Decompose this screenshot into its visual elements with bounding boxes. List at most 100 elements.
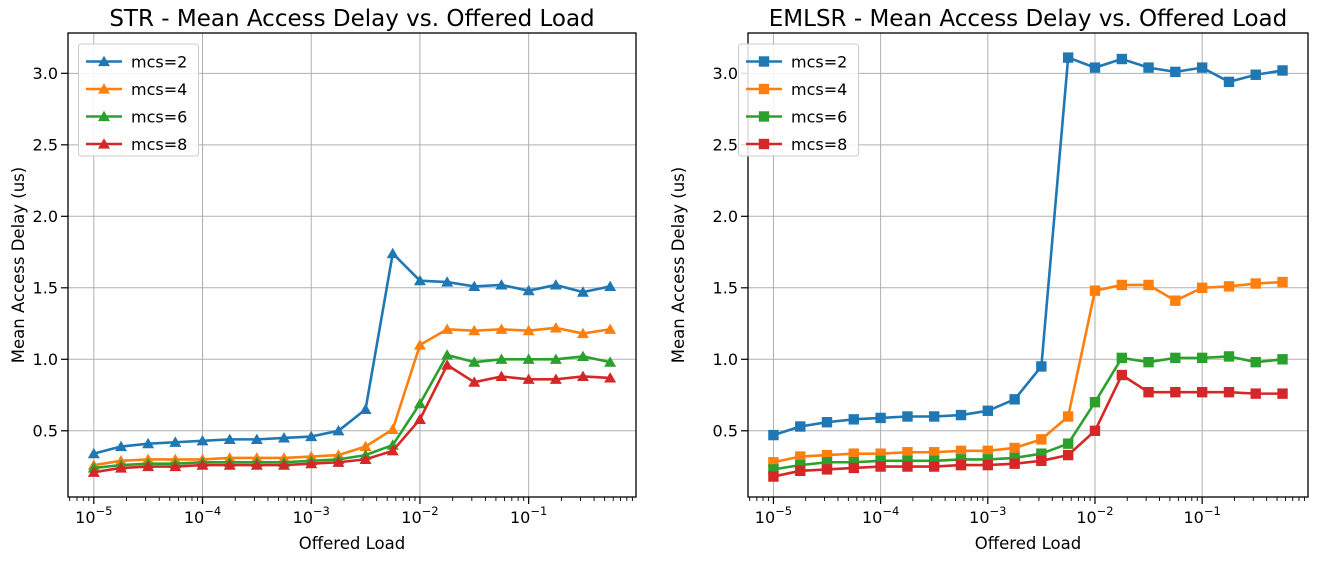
square-marker: [795, 451, 806, 462]
square-marker: [821, 457, 833, 468]
triangle-marker: [142, 437, 155, 449]
legend-item: mcs=2: [86, 53, 187, 72]
triangle-marker: [250, 459, 263, 470]
triangle-marker: [441, 349, 454, 360]
square-marker: [928, 455, 940, 467]
square-marker: [955, 445, 967, 457]
triangle-marker: [549, 279, 562, 290]
legend-label: mcs=4: [131, 80, 187, 99]
triangle-marker: [278, 432, 291, 443]
square-marker: [982, 445, 993, 457]
legend-label: mcs=8: [791, 135, 847, 154]
triangle-marker: [604, 372, 617, 383]
square-marker: [1250, 278, 1261, 289]
legend-item: mcs=4: [746, 80, 847, 99]
x-axis-label: Offered Load: [975, 534, 1081, 553]
series-mcs-6: [87, 349, 617, 473]
triangle-marker: [386, 445, 399, 456]
square-marker: [1277, 388, 1288, 399]
triangle-marker: [468, 324, 481, 336]
square-marker: [928, 411, 940, 422]
square-marker: [1036, 455, 1047, 467]
triangle-marker: [278, 459, 291, 470]
square-marker: [982, 454, 993, 465]
square-marker: [848, 448, 859, 459]
chart-panel-str: 10−5 10−4 10−3 10−2 10−1 0.5 1.0 1.5 2.0 2.5 3.0 ST…: [0, 0, 660, 562]
square-marker: [1170, 386, 1181, 398]
x-axis-label: Offered Load: [299, 534, 405, 553]
series-mcs-2: [87, 247, 617, 459]
square-marker: [821, 417, 833, 428]
triangle-marker: [115, 440, 128, 452]
square-marker: [768, 471, 779, 482]
square-marker: [1143, 62, 1154, 73]
triangle-marker: [413, 274, 426, 286]
legend-item: mcs=8: [86, 135, 187, 154]
square-marker: [1009, 458, 1020, 469]
triangle-marker: [495, 323, 508, 334]
square-marker: [1143, 279, 1154, 291]
triangle-marker: [359, 403, 372, 414]
legend: mcs=2 mcs=4 mcs=6 mcs=8: [738, 43, 859, 157]
series-mcs-6: [768, 351, 1288, 475]
square-marker: [795, 459, 806, 471]
legend-label: mcs=6: [131, 108, 187, 127]
chart-title: EMLSR - Mean Access Delay vs. Offered Lo…: [769, 6, 1288, 32]
square-marker: [955, 454, 967, 465]
square-marker: [1089, 425, 1101, 436]
square-marker: [768, 464, 779, 475]
triangle-marker: [169, 436, 182, 447]
square-marker: [758, 83, 770, 95]
square-marker: [1170, 295, 1181, 306]
square-marker: [1277, 276, 1288, 288]
triangle-marker: [468, 376, 481, 387]
square-marker: [875, 461, 886, 472]
triangle-marker: [522, 324, 535, 336]
x-tick-label: 10−4: [862, 504, 899, 527]
axis-ticks: [61, 72, 633, 504]
series-line-mcs-2: [92, 252, 612, 455]
square-marker: [1196, 352, 1208, 364]
square-marker: [1062, 52, 1074, 63]
series-line-mcs-8: [92, 363, 612, 474]
plot-border: [747, 32, 1309, 498]
triangle-marker: [495, 279, 508, 290]
series-line-mcs-6: [92, 353, 612, 470]
triangle-marker: [604, 280, 617, 291]
x-tick-label: 10−1: [1184, 504, 1221, 527]
y-axis-label: Mean Access Delay (us): [669, 167, 688, 363]
square-marker: [1196, 62, 1208, 73]
square-marker: [955, 409, 967, 421]
y-tick-label: 1.5: [33, 278, 58, 297]
triangle-marker: [441, 276, 454, 287]
triangle-marker: [359, 440, 372, 452]
triangle-marker: [98, 110, 110, 122]
triangle-marker: [359, 453, 372, 464]
square-marker: [768, 457, 779, 468]
chart-panel-emlsr: 10−5 10−4 10−3 10−2 10−1 0.5 1.0 1.5 2.0 2.5 3.0 EM…: [660, 0, 1320, 562]
y-tick-label: 2.5: [33, 135, 58, 154]
triangle-marker: [413, 339, 426, 350]
x-tick-label: 10−3: [969, 504, 1006, 527]
square-marker: [1009, 452, 1020, 464]
square-marker: [982, 459, 993, 471]
legend-item: mcs=2: [746, 53, 847, 72]
y-tick-label: 0.5: [33, 421, 58, 440]
triangle-marker: [332, 456, 345, 467]
chart-title: STR - Mean Access Delay vs. Offered Load: [109, 6, 594, 32]
x-tick-label: 10−1: [510, 504, 547, 527]
triangle-marker: [441, 323, 454, 334]
triangle-marker: [549, 353, 562, 364]
series-mcs-4: [768, 276, 1288, 468]
square-marker: [1170, 66, 1181, 78]
square-marker: [821, 449, 833, 461]
square-marker: [1223, 386, 1235, 398]
square-marker: [1089, 396, 1101, 408]
triangle-marker: [495, 370, 508, 382]
square-marker: [1196, 282, 1208, 294]
square-marker: [1009, 394, 1020, 405]
triangle-marker: [115, 462, 128, 473]
square-marker: [848, 457, 859, 468]
square-marker: [1116, 279, 1128, 291]
triangle-marker: [386, 247, 399, 259]
